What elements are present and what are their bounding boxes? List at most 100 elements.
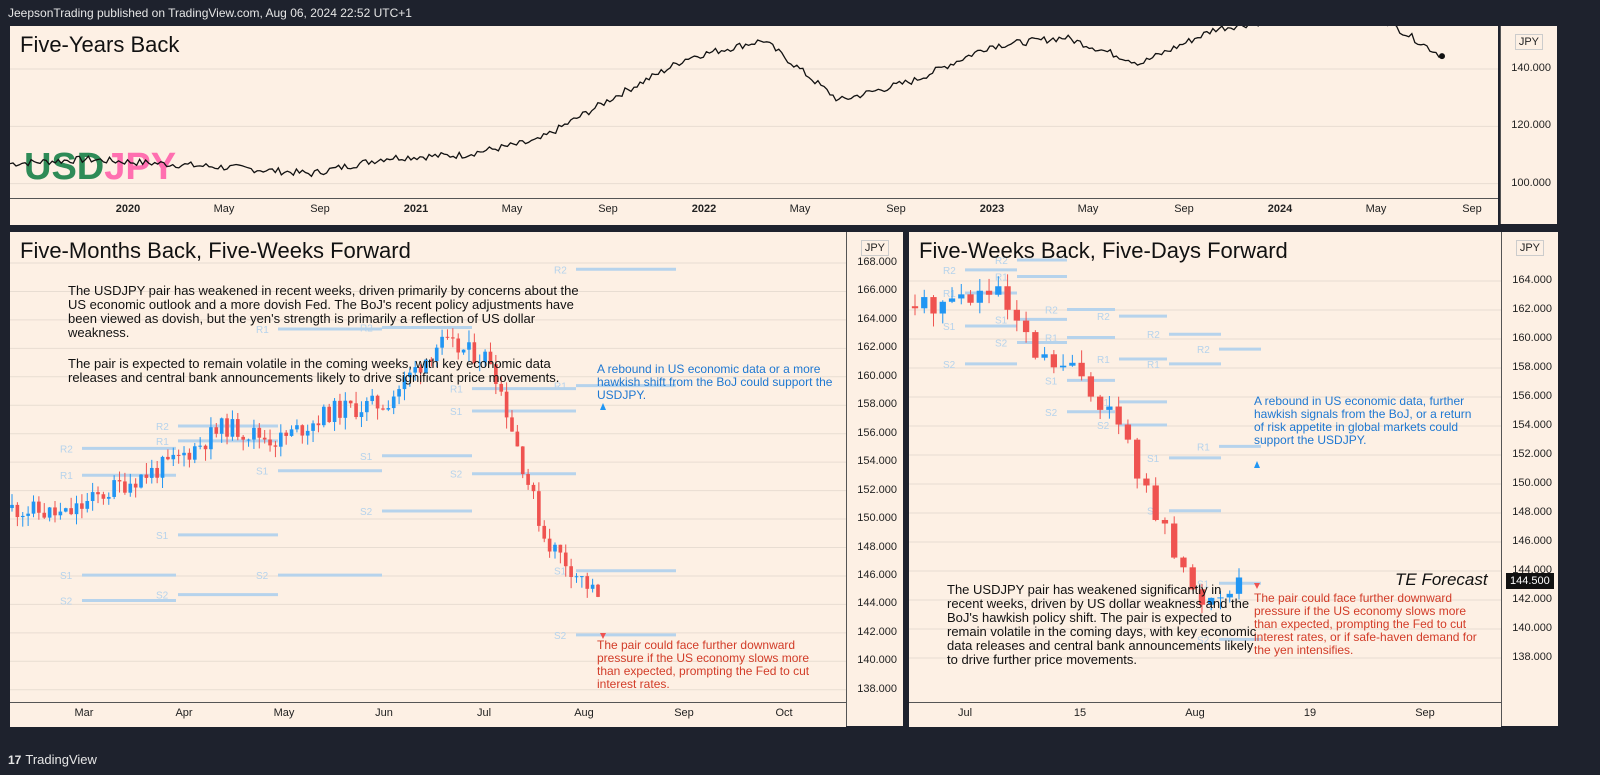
candle-body (284, 432, 289, 436)
y-tick-label: 164.000 (1512, 274, 1552, 286)
x-tick-label: Sep (310, 203, 330, 215)
pivot-level-label: S2 (60, 597, 73, 608)
pivot-level-label: S2 (995, 338, 1008, 349)
panel2-bull-text: A rebound in US economic data or a more … (597, 362, 833, 402)
pivot-level-label: S2 (156, 591, 169, 602)
candle-body (488, 351, 493, 365)
pivot-level-label: S1 (1197, 579, 1210, 590)
candle-body (295, 425, 299, 430)
candle-body (1217, 597, 1224, 599)
x-tick-label: 2020 (115, 203, 141, 215)
candle-body (1124, 424, 1132, 440)
y-tick-label: 140.000 (1511, 62, 1551, 74)
x-tick-label: May (1365, 203, 1387, 215)
pivot-level-label: R2 (156, 422, 169, 433)
y-tick-label: 142.000 (1512, 593, 1552, 605)
candle-body (995, 286, 1002, 295)
candle-body (311, 423, 315, 431)
pivot-level-label: R1 (256, 325, 269, 336)
usdjpy-price-line (10, 26, 1443, 178)
pivot-level-label: R2 (1045, 306, 1058, 317)
panel1-yaxis[interactable]: JPY 140.000 120.000 100.000 (1500, 26, 1557, 224)
candle-body (520, 446, 525, 475)
candle-body (63, 508, 68, 512)
candle-body (948, 298, 956, 302)
candle-body (359, 412, 364, 418)
candle-body (305, 430, 310, 436)
panel3-xaxis[interactable]: Jul 15 Aug 19 Sep (909, 702, 1501, 727)
candle-body (408, 372, 412, 378)
panel3-analysis-text: The USDJPY pair has weakened significant… (947, 582, 1257, 667)
candle-body (219, 418, 224, 434)
panel2-xaxis[interactable]: Mar Apr May Jun Jul Aug Sep Oct (10, 702, 846, 727)
pivot-level-label: R1 (1197, 442, 1210, 453)
y-tick-label: 100.000 (1511, 176, 1551, 189)
candle-body (171, 454, 176, 460)
candle-body (214, 427, 219, 434)
pivot-level-label: S1 (943, 322, 956, 333)
candle-body (230, 419, 235, 437)
candle-body (1069, 362, 1076, 366)
tradingview-logo-icon: 17 (8, 753, 22, 767)
candle-body (1096, 396, 1104, 410)
last-price-dot (1439, 53, 1445, 60)
panel3-bull-text: A rebound in US economic data, further h… (1254, 394, 1472, 447)
candle-body (139, 474, 143, 488)
candle-body (1022, 320, 1030, 333)
candle-body (117, 480, 122, 482)
candle-body (445, 336, 450, 338)
panel2-analysis-text: The USDJPY pair has weakened in recent w… (68, 283, 579, 340)
candle-body (381, 408, 385, 410)
y-tick-label: 120.000 (1511, 119, 1551, 132)
panel1-xaxis[interactable]: 2020 May Sep 2021 May Sep 2022 May Sep 2023 May Sep… (10, 198, 1498, 225)
candle-body (1180, 557, 1187, 568)
pivot-level-label: S1 (1147, 454, 1160, 465)
y-tick-label: 144.000 (857, 597, 897, 610)
y-tick-label: 150.000 (857, 512, 897, 525)
x-tick-label: Sep (1462, 203, 1482, 215)
x-tick-label: 15 (1073, 707, 1087, 719)
y-tick-label: 156.000 (857, 426, 897, 439)
x-tick-label: Aug (574, 707, 594, 719)
candle-body (106, 496, 111, 499)
tradingview-brand: TradingView (25, 752, 97, 767)
pivot-level-label: S1 (1097, 398, 1110, 409)
candle-body (510, 417, 514, 432)
x-tick-label: Oct (775, 707, 793, 719)
x-tick-label: Sep (886, 203, 906, 215)
bear-arrow-icon (600, 633, 606, 639)
x-tick-label: May (213, 203, 235, 215)
candle-body (456, 338, 461, 353)
candle-body (418, 367, 423, 373)
y-tick-label: 146.000 (1512, 535, 1552, 547)
x-tick-label: Apr (175, 707, 193, 719)
candle-body (580, 576, 584, 578)
candle-body (958, 294, 965, 299)
candle-body (515, 431, 520, 447)
pivot-level-label: S1 (995, 315, 1008, 326)
panel3-yaxis[interactable]: JPY 144.500 164.000 162.000 160.000 158.000… (1501, 232, 1558, 726)
panel2-yaxis[interactable]: JPY 168.000 166.000 164.000 162.000 160.000 1… (846, 232, 903, 726)
candle-body (596, 584, 600, 597)
pivot-level-label: R2 (360, 323, 373, 334)
candle-body (149, 467, 154, 478)
candle-body (1087, 376, 1095, 397)
candle-body (424, 359, 428, 373)
pivot-level-label: R2 (554, 265, 567, 276)
candle-body (257, 427, 262, 438)
pivot-level-label: S1 (450, 407, 463, 418)
candle-body (182, 452, 186, 456)
tradingview-footer[interactable]: 17 TradingView (8, 752, 97, 767)
pivot-level-label: R2 (1147, 330, 1160, 341)
pivot-level-label: S2 (1197, 635, 1210, 646)
candle-body (569, 566, 573, 578)
candle-body (128, 483, 133, 493)
candle-body (133, 483, 138, 488)
pivot-level-label: S1 (554, 567, 567, 578)
y-tick-label: 154.000 (1512, 419, 1552, 431)
pivot-level-label: R1 (60, 471, 73, 482)
x-tick-label: 2024 (1267, 203, 1293, 215)
usdjpy-logo: USDJPY (24, 146, 176, 189)
bull-arrow-icon (1254, 461, 1260, 468)
candle-body (542, 525, 547, 539)
